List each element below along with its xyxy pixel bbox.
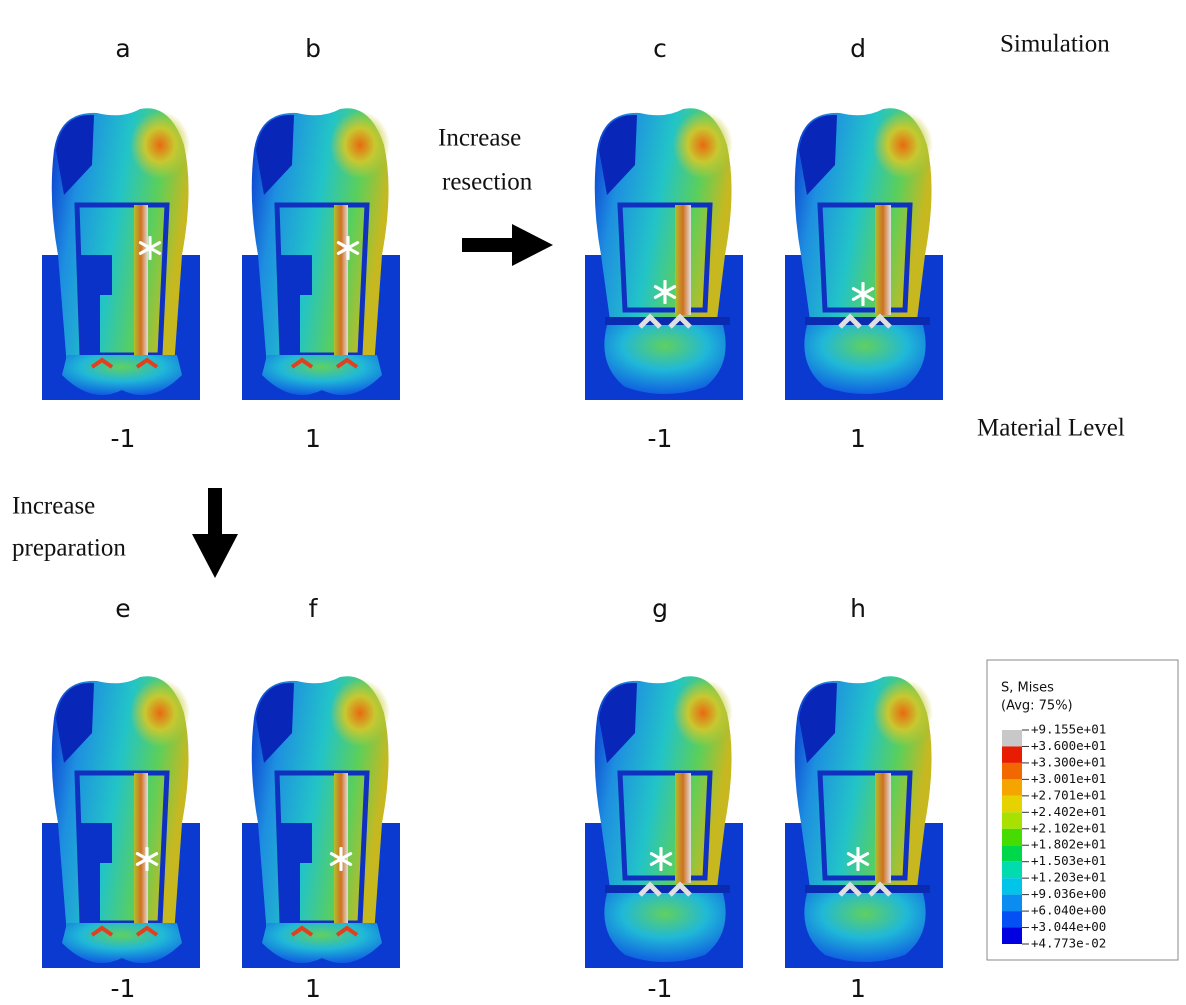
panel-letter: g (652, 594, 668, 623)
panel-letter: c (653, 34, 667, 63)
tooth-e (42, 676, 200, 968)
material-level-label: Material Level (977, 415, 1125, 442)
tooth-h (785, 676, 943, 968)
legend-entry: +2.402e+01 (1031, 804, 1106, 819)
legend-entry: +3.600e+01 (1031, 738, 1106, 753)
legend-swatch (1002, 762, 1022, 780)
legend-entry: +6.040e+00 (1031, 903, 1106, 918)
legend-swatch (1002, 746, 1022, 763)
legend-swatch (1002, 927, 1022, 944)
legend-entry: +3.044e+00 (1031, 919, 1106, 934)
legend-swatch (1002, 894, 1022, 912)
legend-entry: +9.036e+00 (1031, 886, 1106, 901)
legend-swatch (1002, 779, 1022, 796)
legend-entry: +1.802e+01 (1031, 837, 1106, 852)
level-label: -1 (111, 424, 136, 453)
legend-entry: +1.203e+01 (1031, 870, 1106, 885)
legend-entry: +3.001e+01 (1031, 771, 1106, 786)
legend-swatch (1002, 861, 1022, 879)
tooth-c (585, 108, 743, 400)
legend-entry: +2.102e+01 (1031, 820, 1106, 835)
right-arrow (462, 224, 553, 266)
arrow-label: Increase (438, 125, 521, 152)
simulation-label: Simulation (1000, 31, 1110, 58)
legend-swatch (1002, 911, 1022, 928)
down-arrow (192, 488, 238, 578)
tooth-d (785, 108, 943, 400)
tooth-f (242, 676, 400, 968)
legend-entry: +1.503e+01 (1031, 853, 1106, 868)
legend-subtitle: (Avg: 75%) (1001, 699, 1073, 714)
panel-letter: b (305, 34, 321, 63)
arrow-label: resection (442, 169, 533, 196)
legend-entry: +9.155e+01 (1031, 722, 1106, 737)
panel-letter: f (309, 594, 319, 623)
legend-entry: +2.701e+01 (1031, 787, 1106, 802)
level-label: -1 (111, 974, 136, 1003)
tooth-g (585, 676, 743, 968)
tooth-images (42, 108, 943, 968)
level-label: 1 (305, 974, 321, 1003)
level-label: 1 (305, 424, 321, 453)
level-label: 1 (850, 424, 866, 453)
legend: S, Mises (Avg: 75%) +9.155e+01+3.600e+01… (986, 659, 1179, 961)
tooth-a (42, 108, 200, 400)
legend-swatch (1002, 812, 1022, 829)
level-label: -1 (648, 974, 673, 1003)
legend-swatch (1002, 730, 1022, 747)
level-label: 1 (850, 974, 866, 1003)
legend-entry: +3.300e+01 (1031, 754, 1106, 769)
panel-letter: d (850, 34, 866, 63)
legend-swatch (1002, 878, 1022, 895)
tooth-b (242, 108, 400, 400)
arrow-label: preparation (12, 535, 126, 562)
level-label: -1 (648, 424, 673, 453)
legend-entry: +4.773e-02 (1031, 936, 1106, 951)
panel-letter: e (115, 594, 130, 623)
arrow-label: Increase (12, 493, 95, 520)
legend-swatch (1002, 828, 1022, 846)
legend-swatch (1002, 795, 1022, 813)
legend-swatch (1002, 845, 1022, 862)
panel-letter: h (850, 594, 866, 623)
legend-title: S, Mises (1001, 681, 1054, 696)
panel-letter: a (115, 34, 130, 63)
